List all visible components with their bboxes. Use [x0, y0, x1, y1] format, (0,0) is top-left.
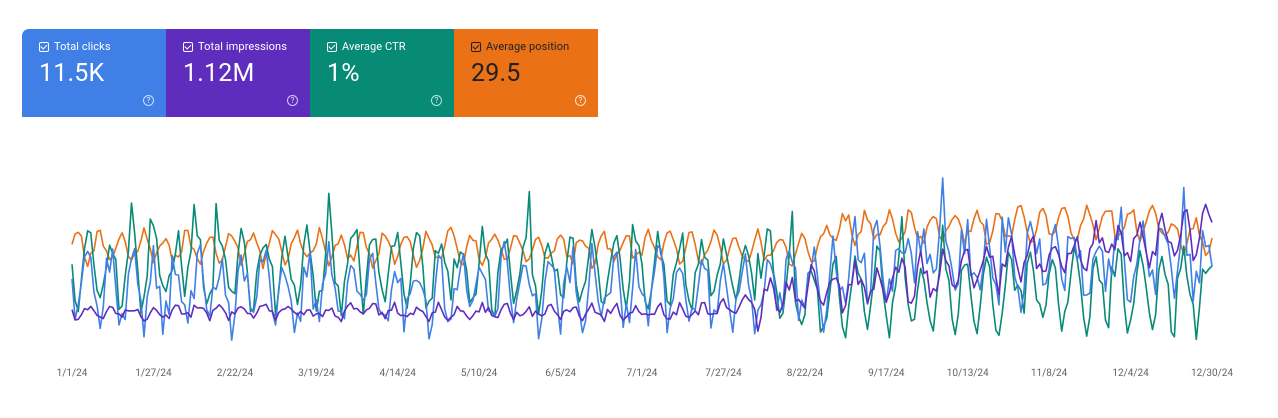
- help-icon[interactable]: ?: [143, 95, 154, 106]
- metric-card-average-ctr[interactable]: Average CTR 1% ?: [310, 29, 454, 117]
- x-tick-label: 7/27/24: [705, 368, 742, 379]
- metric-value: 29.5: [471, 59, 521, 88]
- series-line-average-position: [71, 204, 1213, 270]
- checkbox-icon[interactable]: [327, 42, 337, 52]
- x-tick-label: 5/10/24: [461, 368, 498, 379]
- metric-label: Total impressions: [198, 40, 288, 53]
- checkbox-icon[interactable]: [183, 42, 193, 52]
- x-tick-label: 9/17/24: [868, 368, 905, 379]
- metric-label: Average CTR: [342, 40, 406, 53]
- x-tick-label: 6/5/24: [545, 368, 576, 379]
- x-tick-label: 3/19/24: [298, 368, 335, 379]
- x-tick-label: 10/13/24: [947, 368, 989, 379]
- x-tick-label: 1/27/24: [135, 368, 172, 379]
- x-tick-label: 11/8/24: [1031, 368, 1068, 379]
- checkbox-icon[interactable]: [471, 42, 481, 52]
- metric-card-average-position[interactable]: Average position 29.5 ?: [454, 29, 598, 117]
- help-icon[interactable]: ?: [575, 95, 586, 106]
- x-axis-tick-labels: 1/1/24 1/27/24 2/22/24 3/19/24 4/14/24 5/10/2…: [57, 368, 1234, 379]
- series-line-total-clicks: [71, 177, 1213, 341]
- metric-label: Average position: [486, 40, 570, 53]
- x-tick-label: 2/22/24: [217, 368, 254, 379]
- x-tick-label: 1/1/24: [57, 368, 88, 379]
- metric-value: 11.5K: [39, 59, 105, 88]
- help-icon[interactable]: ?: [287, 95, 298, 106]
- metric-value: 1.12M: [183, 59, 255, 88]
- help-icon[interactable]: ?: [431, 95, 442, 106]
- x-tick-label: 7/1/24: [627, 368, 658, 379]
- series-line-total-impressions: [71, 203, 1213, 332]
- metric-label: Total clicks: [54, 40, 111, 53]
- x-tick-label: 12/30/24: [1191, 368, 1233, 379]
- metric-card-total-impressions[interactable]: Total impressions 1.12M ?: [166, 29, 310, 117]
- chart-series-layer: [71, 177, 1213, 341]
- x-tick-label: 12/4/24: [1112, 368, 1149, 379]
- series-line-average-ctr: [71, 190, 1213, 341]
- x-tick-label: 8/22/24: [787, 368, 824, 379]
- metric-cards: Total clicks 11.5K ? Total impressions 1…: [22, 29, 598, 117]
- metric-value: 1%: [327, 59, 360, 88]
- checkbox-icon[interactable]: [39, 42, 49, 52]
- x-tick-label: 4/14/24: [380, 368, 417, 379]
- metric-card-total-clicks[interactable]: Total clicks 11.5K ?: [22, 29, 166, 117]
